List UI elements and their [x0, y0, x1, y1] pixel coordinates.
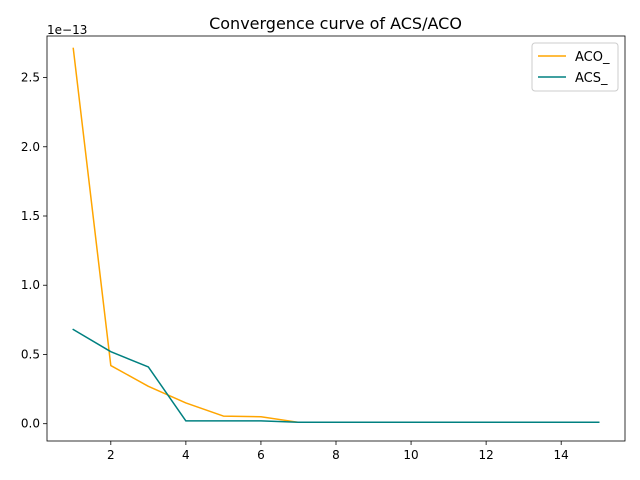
y-tick-label: 1.5 — [21, 209, 40, 223]
legend-label: ACS_ — [575, 71, 608, 86]
x-tick-label: 4 — [182, 448, 190, 462]
x-tick-label: 14 — [554, 448, 569, 462]
x-tick-label: 6 — [257, 448, 265, 462]
y-tick-label: 0.5 — [21, 347, 40, 361]
x-tick-label: 12 — [478, 448, 493, 462]
y-tick-label: 0.0 — [21, 417, 40, 431]
series-line-aco — [72, 47, 600, 424]
plot-frame — [46, 35, 626, 442]
x-tick-label: 10 — [403, 448, 418, 462]
y-tick-label: 2.0 — [21, 140, 40, 154]
chart-title: Convergence curve of ACS/ACO — [209, 14, 462, 33]
legend-box — [531, 42, 619, 92]
legend-label: ACO_ — [575, 50, 610, 65]
y-tick-label: 2.5 — [21, 71, 40, 85]
x-tick-label: 2 — [107, 448, 115, 462]
y-offset-label: 1e−13 — [47, 23, 87, 37]
x-tick-label: 8 — [332, 448, 340, 462]
y-tick-label: 1.0 — [21, 278, 40, 292]
series-line-acs — [72, 328, 600, 424]
